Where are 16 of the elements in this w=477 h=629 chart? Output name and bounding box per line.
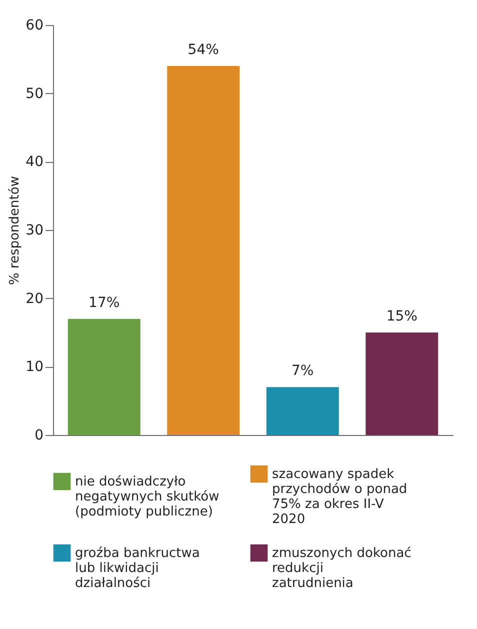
legend-label: szacowany spadek przychodów o ponad 75% za okres II-V 2020 — [272, 467, 408, 527]
y-tick-label: 30 — [26, 222, 44, 238]
y-tick-label: 0 — [34, 428, 44, 444]
y-tick-label: 60 — [26, 18, 44, 34]
data-label: 54% — [188, 42, 219, 58]
y-tick-label: 20 — [26, 290, 44, 307]
data-label: 7% — [292, 363, 314, 380]
y-axis-title: % respondentów — [8, 176, 23, 285]
legend-label: groźba bankructwa lub likwidacji działalności — [75, 546, 200, 591]
legend-label: zmuszonych dokonać redukcji zatrudnienia — [272, 546, 412, 591]
legend-label: nie doświadczyło negatywnych skutków (podmioty publiczne) — [75, 474, 220, 520]
y-tick-label: 50 — [26, 86, 44, 102]
y-tick-label: 40 — [26, 154, 44, 170]
y-tick-label: 10 — [26, 359, 44, 376]
data-label: 17% — [88, 294, 120, 311]
data-label: 15% — [386, 308, 418, 324]
